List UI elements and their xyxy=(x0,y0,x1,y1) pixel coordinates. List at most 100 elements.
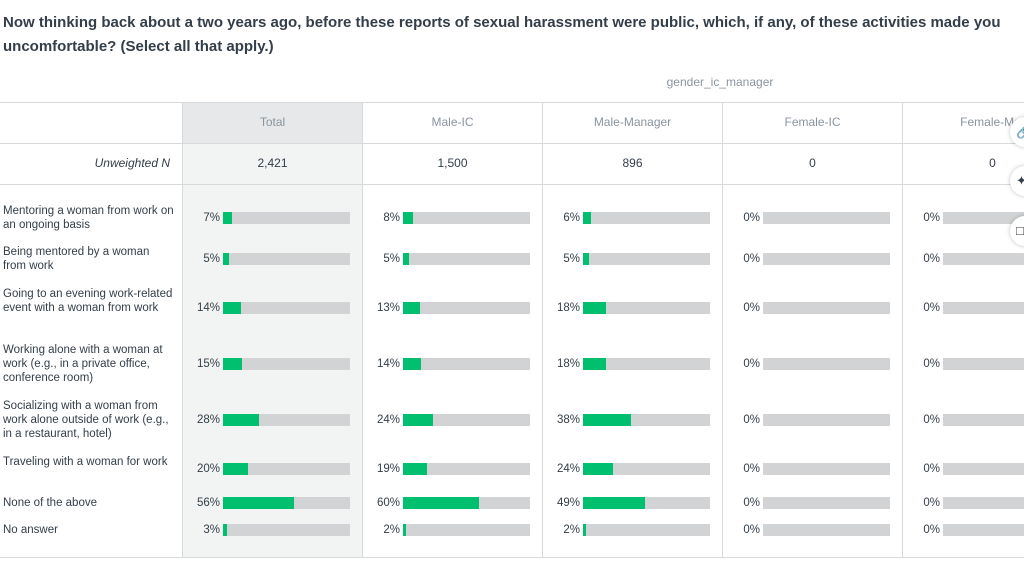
percent-label: 0% xyxy=(743,524,760,536)
bar xyxy=(403,212,414,224)
grid-hline-1 xyxy=(0,143,1024,144)
bar-track xyxy=(583,524,710,536)
bar-track xyxy=(763,358,890,370)
percent-label: 13% xyxy=(376,302,400,314)
percent-label: 19% xyxy=(376,463,400,475)
percent-label: 2% xyxy=(383,524,400,536)
percent-label: 3% xyxy=(203,524,220,536)
bar-track xyxy=(403,302,530,314)
bar-track xyxy=(763,524,890,536)
bar-track xyxy=(583,463,710,475)
row-label: Being mentored by a woman from work xyxy=(3,246,150,272)
bar xyxy=(583,463,614,475)
bar xyxy=(583,414,632,426)
bar-track xyxy=(403,212,530,224)
total-column-background xyxy=(183,102,362,558)
bar-track xyxy=(763,463,890,475)
percent-label: 28% xyxy=(196,414,220,426)
percent-label: 0% xyxy=(923,463,940,475)
row-label: Traveling with a woman for work xyxy=(3,456,168,468)
column-header[interactable]: Female-IC xyxy=(784,115,841,129)
bar-track xyxy=(403,414,530,426)
unweighted-n-value: 896 xyxy=(622,156,643,170)
bar xyxy=(583,524,586,536)
percent-label: 8% xyxy=(383,212,400,224)
percent-label: 18% xyxy=(556,358,580,370)
twitter-icon: ✦ xyxy=(1016,173,1024,188)
bar-track xyxy=(583,497,710,509)
bar-track xyxy=(403,524,530,536)
grid-vline-1 xyxy=(362,102,363,558)
percent-label: 0% xyxy=(923,524,940,536)
bar xyxy=(583,253,590,265)
link-icon: 🔗 xyxy=(1016,124,1024,139)
bar xyxy=(583,358,606,370)
unweighted-n-value: 1,500 xyxy=(437,156,468,170)
bar-track xyxy=(763,302,890,314)
percent-label: 14% xyxy=(376,358,400,370)
percent-label: 6% xyxy=(563,212,580,224)
bar xyxy=(403,358,421,370)
percent-label: 24% xyxy=(556,463,580,475)
bar-track xyxy=(223,463,350,475)
percent-label: 0% xyxy=(923,414,940,426)
bar xyxy=(223,414,259,426)
bar xyxy=(223,212,232,224)
percent-label: 5% xyxy=(563,253,580,265)
bar-track xyxy=(583,302,710,314)
bar-track xyxy=(763,414,890,426)
bar-track xyxy=(223,497,350,509)
bar-track xyxy=(943,358,1024,370)
share-link-button[interactable]: 🔗 xyxy=(1010,117,1024,147)
grid-vline-4 xyxy=(902,102,903,558)
grid-vline-3 xyxy=(722,102,723,558)
percent-label: 0% xyxy=(743,253,760,265)
percent-label: 49% xyxy=(556,497,580,509)
percent-label: 0% xyxy=(743,302,760,314)
grid-vline-2 xyxy=(542,102,543,558)
column-header[interactable]: Female-Mar xyxy=(960,115,1024,129)
percent-label: 7% xyxy=(203,212,220,224)
bar-track xyxy=(943,497,1024,509)
bar-track xyxy=(943,524,1024,536)
percent-label: 38% xyxy=(556,414,580,426)
grid-hline-2 xyxy=(0,184,1024,185)
bar-track xyxy=(583,358,710,370)
bar-track xyxy=(223,358,350,370)
bar-track xyxy=(223,302,350,314)
share-twitter-button[interactable]: ✦ xyxy=(1010,166,1024,196)
bar xyxy=(583,497,646,509)
group-label: gender_ic_manager xyxy=(666,75,774,89)
grid-vline-0 xyxy=(182,102,183,558)
bar-track xyxy=(943,463,1024,475)
percent-label: 18% xyxy=(556,302,580,314)
bar xyxy=(403,414,434,426)
export-button[interactable]: □ xyxy=(1010,216,1024,246)
percent-label: 5% xyxy=(383,253,400,265)
row-label: Mentoring a woman from work on an ongoin… xyxy=(3,205,174,231)
bar-track xyxy=(403,253,530,265)
question-title: Now thinking back about a two years ago,… xyxy=(3,14,1001,55)
bar xyxy=(403,524,406,536)
bar-track xyxy=(403,358,530,370)
column-header[interactable]: Total xyxy=(259,115,286,129)
percent-label: 0% xyxy=(743,358,760,370)
bar-track xyxy=(223,524,350,536)
row-label: Going to an evening work-related event w… xyxy=(3,288,173,314)
column-header[interactable]: Male-Manager xyxy=(593,115,672,129)
percent-label: 0% xyxy=(923,302,940,314)
percent-label: 14% xyxy=(196,302,220,314)
row-label: No answer xyxy=(3,524,58,536)
document-icon: □ xyxy=(1016,223,1024,238)
percent-label: 0% xyxy=(743,414,760,426)
bar-track xyxy=(403,463,530,475)
column-header[interactable]: Male-IC xyxy=(431,115,474,129)
bar xyxy=(223,497,295,509)
bar-track xyxy=(223,212,350,224)
bar-track xyxy=(763,253,890,265)
percent-label: 0% xyxy=(743,212,760,224)
bar-track xyxy=(403,497,530,509)
bar xyxy=(223,253,230,265)
bar-track xyxy=(763,212,890,224)
bar xyxy=(403,497,480,509)
